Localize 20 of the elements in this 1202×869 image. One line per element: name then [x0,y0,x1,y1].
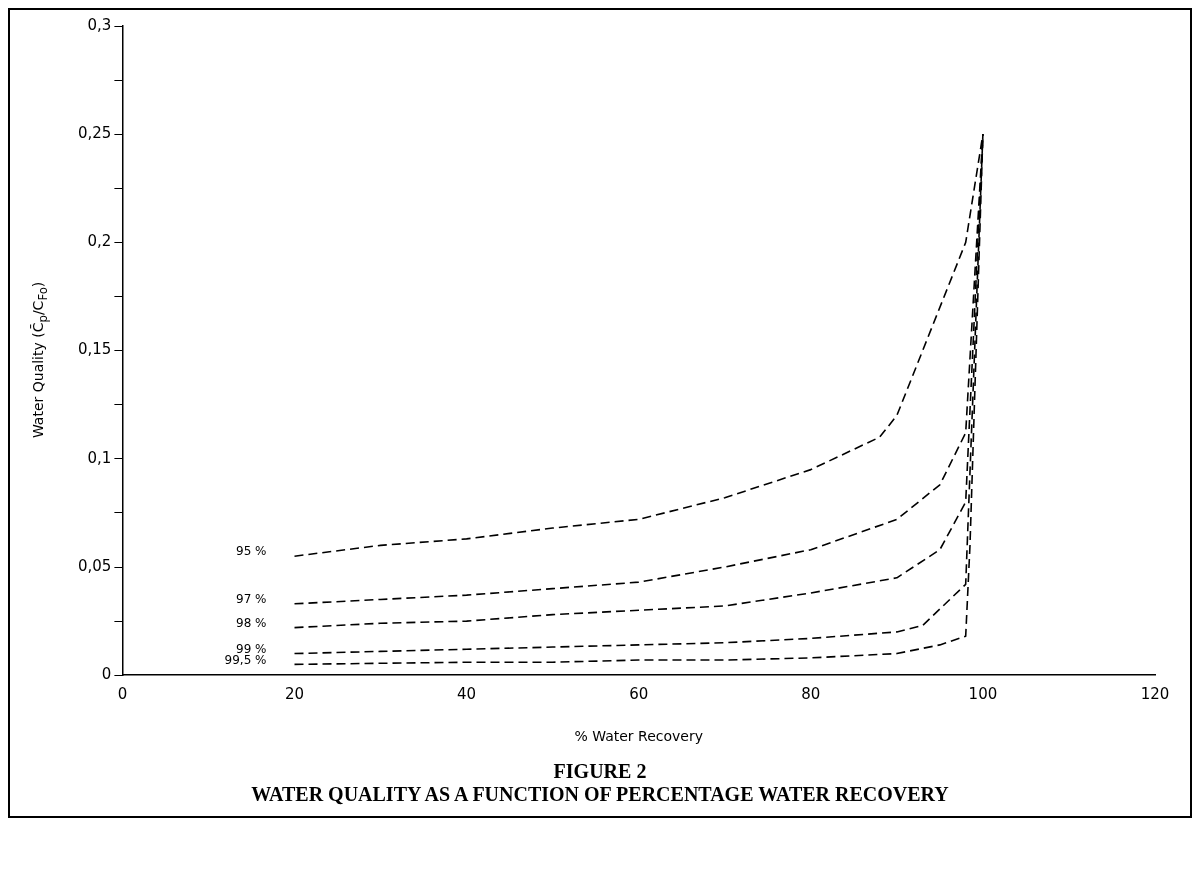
x-tick-label: 20 [284,685,305,704]
y-tick-label: 0,2 [87,232,112,251]
x-tick-label: 0 [117,685,128,704]
y-tick-label: 0,3 [87,15,112,34]
x-tick-label: 60 [629,685,649,704]
y-tick-label: 0 [101,665,112,684]
x-tick-label: 80 [801,685,821,704]
text: 98 % [236,615,267,630]
y-tick-label: 0,25 [77,124,112,143]
y-tick-label: 0,15 [77,340,112,359]
x-tick-label: 40 [457,685,477,704]
x-axis-title: % Water Recovery [574,728,703,745]
text: 97 % [236,591,267,606]
text: WATER QUALITY AS A FUNCTION OF PERCENTAGE WATER RECOVERY [250,783,950,807]
x-tick-label: 120 [1140,685,1170,704]
y-tick-label: 0,1 [87,448,112,467]
text: 95 % [236,544,267,559]
text: FIGURE 2 [552,759,648,783]
y-tick-label: 0,05 [77,556,112,575]
x-tick-label: 100 [968,685,998,704]
